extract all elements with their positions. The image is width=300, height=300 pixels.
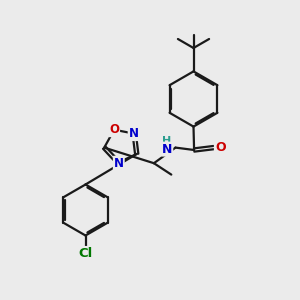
- Text: N: N: [114, 157, 124, 170]
- Text: O: O: [109, 123, 119, 136]
- Text: N: N: [162, 142, 172, 156]
- Text: Cl: Cl: [78, 247, 93, 260]
- Text: H: H: [163, 136, 172, 146]
- Text: O: O: [215, 141, 226, 154]
- Text: N: N: [129, 127, 139, 140]
